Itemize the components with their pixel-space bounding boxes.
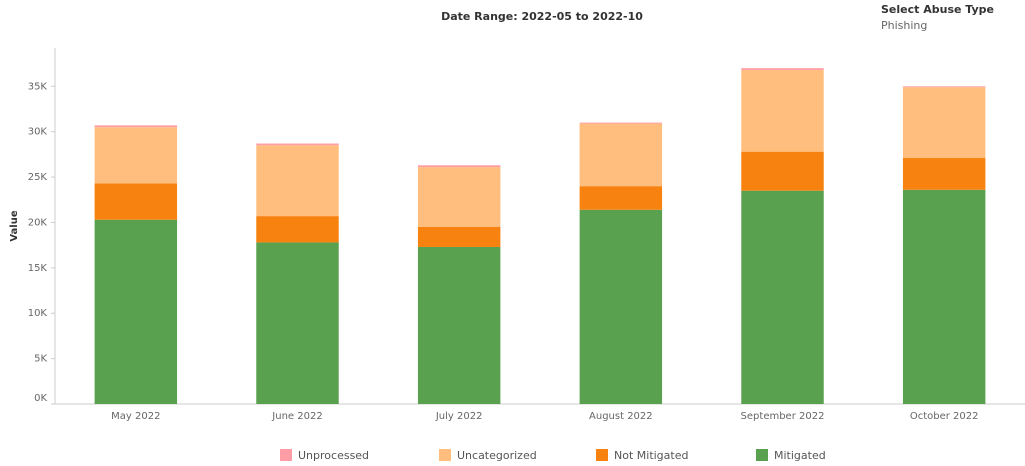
bar-segment	[417, 246, 501, 404]
x-tick-label: August 2022	[589, 411, 653, 422]
bar-segment	[579, 186, 663, 210]
filter-label: Select Abuse Type	[881, 3, 994, 16]
x-tick-label: July 2022	[435, 411, 483, 422]
bar-segment	[417, 165, 501, 168]
bar-segment	[902, 86, 986, 88]
x-tick-label: June 2022	[271, 411, 322, 422]
filter-value[interactable]: Phishing	[881, 19, 927, 32]
x-tick-label: May 2022	[111, 411, 160, 422]
bar-segment	[902, 158, 986, 190]
bar-segment	[902, 189, 986, 404]
bar-segment	[741, 68, 824, 70]
bar-segment	[579, 122, 663, 124]
bar-segment	[741, 151, 824, 191]
y-tick-label: 5K	[34, 354, 47, 365]
bar-segment	[94, 183, 178, 220]
legend-label: Mitigated	[774, 449, 826, 462]
bar-segment	[94, 125, 178, 128]
bar-segment	[579, 209, 663, 404]
y-tick-label: 35K	[28, 81, 48, 92]
y-tick-label: 30K	[28, 127, 48, 138]
legend-label: Uncategorized	[457, 449, 537, 462]
y-tick-label: 20K	[28, 217, 48, 228]
bar-segment	[256, 242, 339, 404]
y-tick-label: 25K	[28, 172, 48, 183]
bar-segment	[256, 143, 339, 146]
y-tick-label: 0K	[34, 393, 47, 404]
bar-segment	[579, 123, 663, 187]
legend-swatch	[439, 449, 451, 461]
chart-title: Date Range: 2022-05 to 2022-10	[441, 10, 643, 23]
legend-label: Not Mitigated	[614, 449, 688, 462]
bar-segment	[741, 69, 824, 152]
bar-segment	[741, 190, 824, 404]
bar-segment	[94, 127, 178, 184]
legend-label: Unprocessed	[298, 449, 369, 462]
bar-segment	[256, 216, 339, 243]
legend-swatch	[756, 449, 768, 461]
bar-segment	[417, 167, 501, 227]
bar-segment	[417, 227, 501, 247]
bar-segment	[256, 145, 339, 217]
bar-segment	[94, 219, 178, 404]
x-tick-label: October 2022	[910, 411, 979, 422]
x-tick-label: September 2022	[741, 411, 825, 422]
legend-swatch	[596, 449, 608, 461]
y-tick-label: 10K	[28, 308, 48, 319]
legend-swatch	[280, 449, 292, 461]
bar-segment	[902, 87, 986, 159]
y-tick-label: 15K	[28, 263, 48, 274]
y-axis-label: Value	[9, 210, 20, 241]
